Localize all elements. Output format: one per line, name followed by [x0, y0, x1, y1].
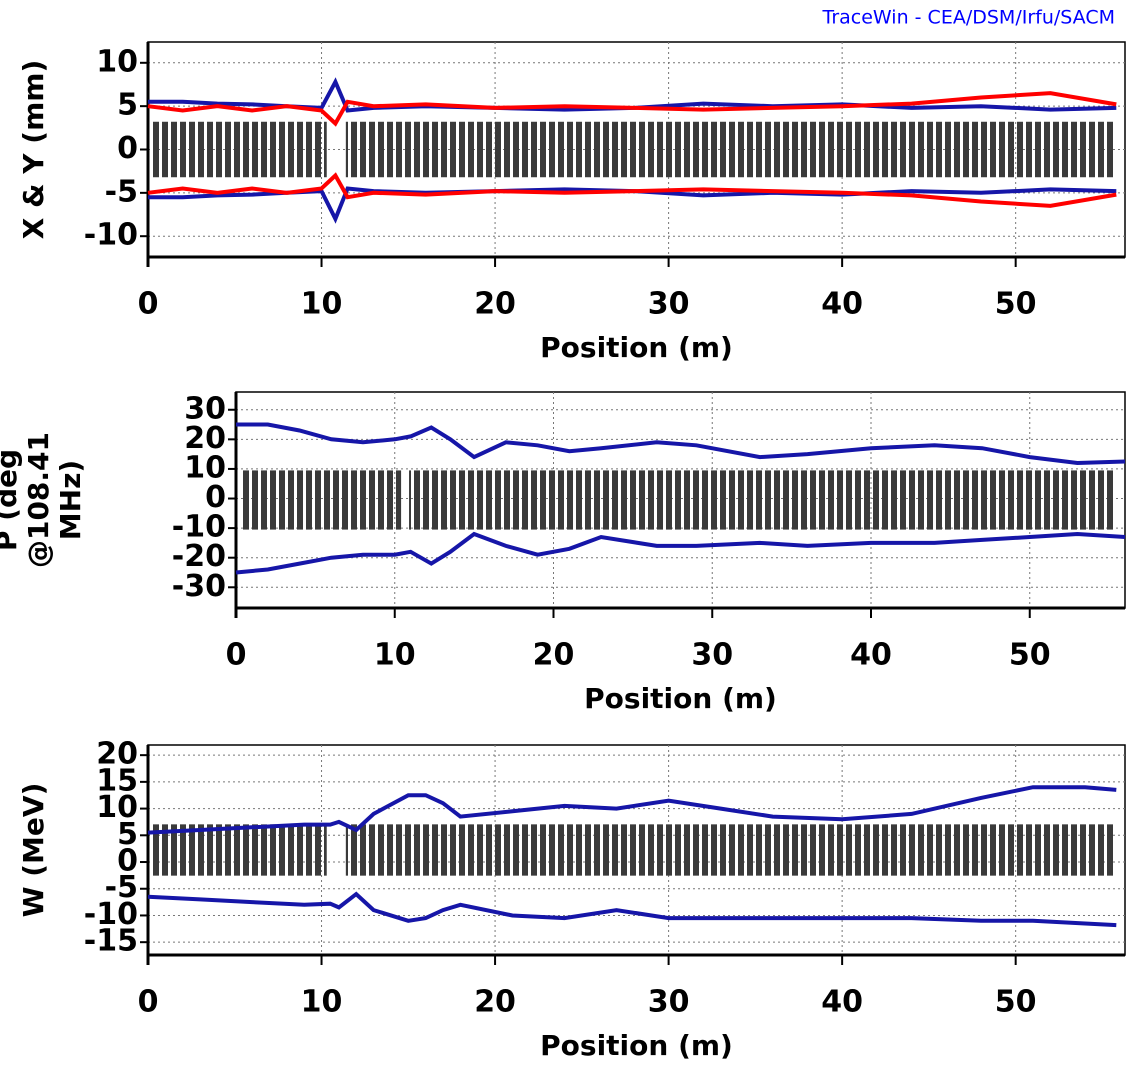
y-axis-label: X & Y (mm): [17, 60, 50, 239]
y-axis-label: W (MeV): [17, 783, 50, 918]
y-tick-label: -10: [172, 510, 226, 545]
x-tick-label: 50: [995, 287, 1037, 322]
x-tick-label: 30: [691, 638, 733, 673]
x-tick-label: 50: [1009, 638, 1051, 673]
series-line: [236, 422, 1126, 466]
lattice-elements: [345, 121, 1114, 178]
y-axis-label: @108.41: [22, 432, 55, 568]
x-tick-label: 40: [821, 985, 863, 1020]
y-axis-label: P (deg: [0, 449, 23, 551]
lattice-elements: [240, 470, 402, 530]
x-tick-label: 0: [138, 287, 159, 322]
y-tick-label: -15: [84, 924, 138, 959]
x-tick-label: 30: [648, 287, 690, 322]
y-tick-label: 20: [184, 421, 226, 456]
y-tick-label: 10: [184, 450, 226, 485]
y-tick-label: 10: [96, 790, 138, 825]
x-tick-label: 30: [648, 985, 690, 1020]
y-tick-label: -5: [105, 174, 138, 209]
y-tick-label: -30: [172, 569, 226, 604]
y-tick-label: 5: [117, 88, 138, 123]
x-tick-label: 0: [226, 638, 247, 673]
y-tick-label: 15: [96, 763, 138, 798]
x-tick-label: 40: [850, 638, 892, 673]
y-tick-label: 10: [96, 44, 138, 79]
y-tick-label: 0: [205, 480, 226, 515]
x-axis-label: Position (m): [540, 331, 733, 364]
x-tick-label: 0: [138, 985, 159, 1020]
y-tick-label: 0: [117, 844, 138, 879]
x-tick-label: 50: [995, 985, 1037, 1020]
x-tick-label: 20: [474, 287, 516, 322]
x-axis-label: Position (m): [584, 682, 777, 715]
lattice-elements: [409, 470, 1114, 530]
series-line: [147, 172, 1117, 208]
x-tick-label: 20: [474, 985, 516, 1020]
y-tick-label: 0: [117, 131, 138, 166]
series-line: [147, 785, 1117, 835]
x-tick-label: 40: [821, 287, 863, 322]
y-tick-label: -10: [84, 897, 138, 932]
lattice-elements: [152, 121, 327, 178]
y-tick-label: -5: [105, 870, 138, 905]
y-tick-label: -10: [84, 218, 138, 253]
x-tick-label: 10: [374, 638, 416, 673]
y-tick-label: -20: [172, 539, 226, 574]
series-line: [147, 91, 1117, 127]
y-axis-label: MHz): [54, 460, 87, 540]
x-tick-label: 10: [301, 287, 343, 322]
annotation: TraceWin - CEA/DSM/Irfu/SACM: [822, 7, 1115, 29]
x-tick-label: 20: [533, 638, 575, 673]
series-line: [235, 531, 1126, 575]
y-tick-label: 5: [117, 817, 138, 852]
lattice-elements: [345, 824, 1114, 876]
y-tick-label: 20: [96, 737, 138, 772]
series-line: [147, 891, 1117, 928]
x-axis-label: Position (m): [540, 1029, 733, 1062]
y-tick-label: 30: [184, 391, 226, 426]
x-tick-label: 10: [301, 985, 343, 1020]
